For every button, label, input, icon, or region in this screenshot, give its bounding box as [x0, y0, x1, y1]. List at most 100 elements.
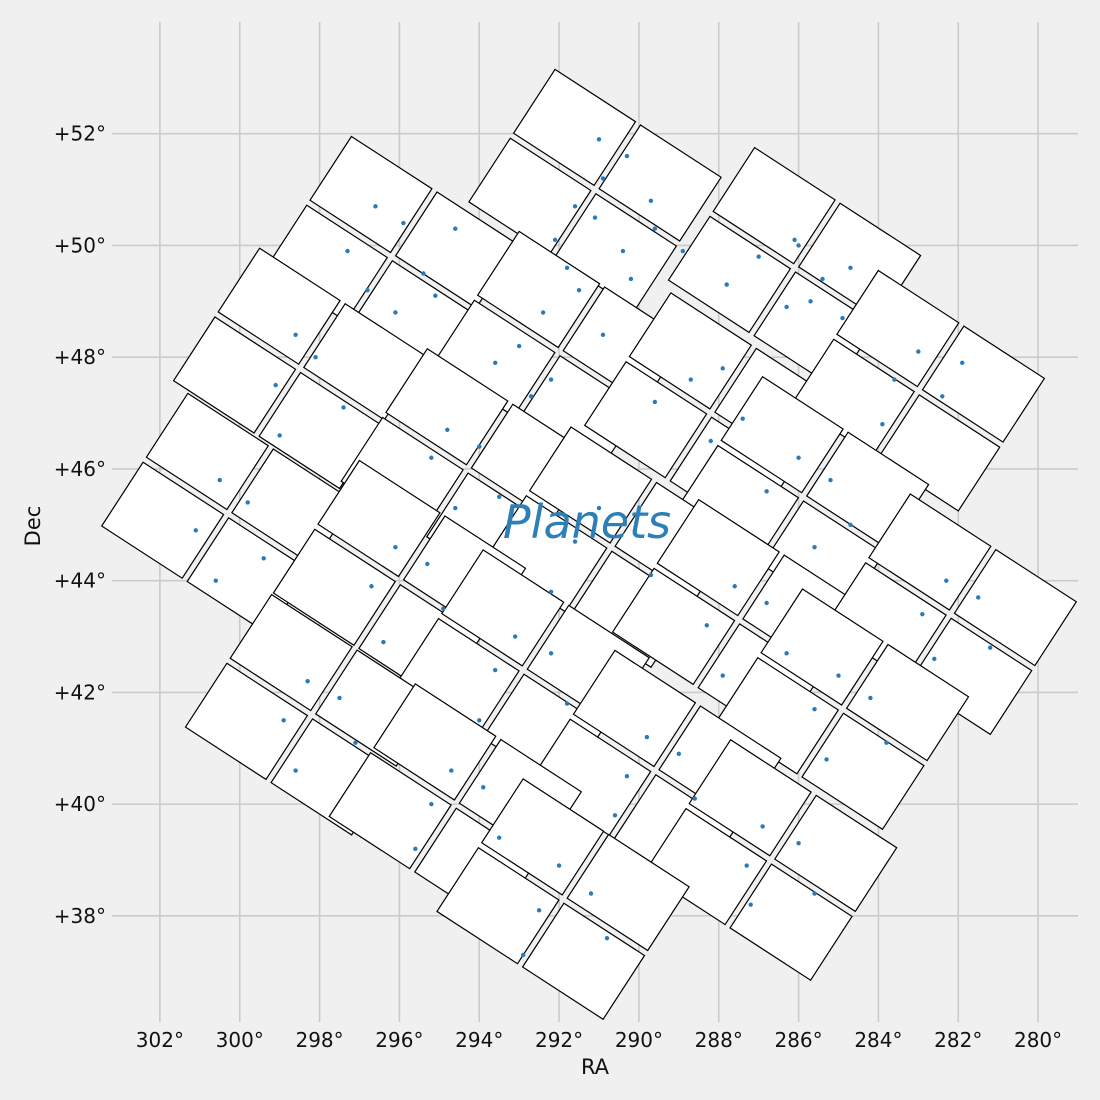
data-point [704, 623, 709, 628]
ccd-chip [566, 833, 690, 952]
ccd-chip [480, 778, 605, 896]
data-point [528, 394, 534, 399]
x-tick-label: 300° [216, 1028, 264, 1052]
ccd-modules [100, 68, 1078, 1021]
data-point [481, 785, 486, 790]
data-point [365, 287, 370, 293]
data-point [493, 667, 498, 673]
data-point [445, 427, 450, 433]
x-tick-label: 288° [695, 1028, 743, 1052]
data-point [193, 528, 199, 533]
data-point [812, 544, 817, 550]
data-point [732, 584, 737, 589]
data-point [393, 544, 398, 550]
data-point [345, 248, 350, 254]
ccd-chip [385, 347, 509, 466]
data-point [516, 343, 522, 349]
data-point [496, 494, 502, 500]
data-point [848, 265, 853, 271]
ccd-chip [628, 292, 753, 410]
ccd-chip [720, 375, 844, 494]
data-point [892, 377, 897, 382]
ccd-module [823, 493, 1078, 736]
data-point [724, 282, 729, 287]
x-tick-label: 294° [455, 1028, 503, 1052]
data-point [828, 477, 833, 483]
data-point [453, 226, 458, 231]
data-point [740, 416, 745, 421]
ccd-chip [876, 394, 1001, 512]
ccd-chip [715, 656, 840, 775]
data-point [624, 773, 630, 779]
data-point [548, 377, 554, 382]
data-point [572, 204, 578, 209]
data-point [564, 265, 570, 271]
ccd-chip [845, 643, 970, 762]
x-tick-label: 290° [615, 1028, 663, 1052]
ccd-chip [921, 325, 1046, 443]
ccd-chip [773, 794, 898, 913]
ccd-chip [440, 549, 565, 667]
ccd-chip [272, 528, 397, 647]
data-point [756, 254, 761, 259]
data-point [313, 354, 318, 360]
data-point [820, 276, 825, 282]
data-point [429, 455, 434, 460]
y-tick-label: +48° [54, 345, 106, 369]
ccd-chip [688, 738, 812, 857]
data-point [680, 248, 686, 254]
data-point [341, 405, 346, 410]
ccd-chip [583, 360, 708, 479]
data-point [836, 673, 841, 678]
data-point [453, 505, 458, 511]
data-point [676, 751, 682, 757]
data-point [572, 539, 578, 544]
ccd-chip [217, 247, 341, 366]
data-point [880, 422, 885, 427]
data-point [808, 299, 813, 304]
data-point [596, 137, 602, 142]
ccd-chip [229, 593, 353, 712]
ccd-chip [611, 567, 736, 686]
data-point [433, 293, 438, 298]
x-tick-labels: 302° 300° 298° 296° 294° 292° 290° 288° 286° 284°… [136, 1028, 1062, 1052]
ccd-module [643, 738, 898, 982]
data-point [764, 489, 769, 494]
data-point [932, 656, 937, 662]
data-point [305, 679, 310, 684]
data-point [277, 433, 282, 438]
data-point [393, 310, 398, 315]
ccd-chip [476, 230, 601, 349]
ccd-chip [572, 649, 697, 768]
y-tick-label: +44° [54, 569, 106, 593]
data-point [648, 198, 654, 203]
ccd-chip [598, 124, 722, 242]
data-point [824, 757, 829, 762]
ccd-module [172, 247, 427, 490]
data-point [720, 673, 725, 678]
x-tick-label: 282° [934, 1028, 982, 1052]
ccd-module [468, 68, 722, 311]
data-point [600, 176, 606, 181]
ccd-chip [258, 371, 382, 490]
data-point [916, 349, 921, 354]
data-point [652, 226, 658, 231]
data-point [213, 578, 218, 583]
data-point [421, 271, 426, 276]
data-point [692, 796, 697, 801]
ccd-chip [868, 493, 992, 611]
ccd-chip [184, 662, 309, 781]
data-point [493, 360, 498, 365]
data-point [413, 846, 418, 852]
data-point [612, 813, 618, 818]
data-point [540, 310, 546, 315]
x-tick-label: 292° [535, 1028, 583, 1052]
data-point [337, 695, 342, 701]
data-point [720, 366, 725, 371]
y-tick-label: +50° [54, 233, 106, 257]
data-point [381, 639, 386, 645]
data-point [588, 891, 594, 896]
data-point [960, 360, 965, 365]
y-tick-label: +42° [54, 680, 106, 704]
